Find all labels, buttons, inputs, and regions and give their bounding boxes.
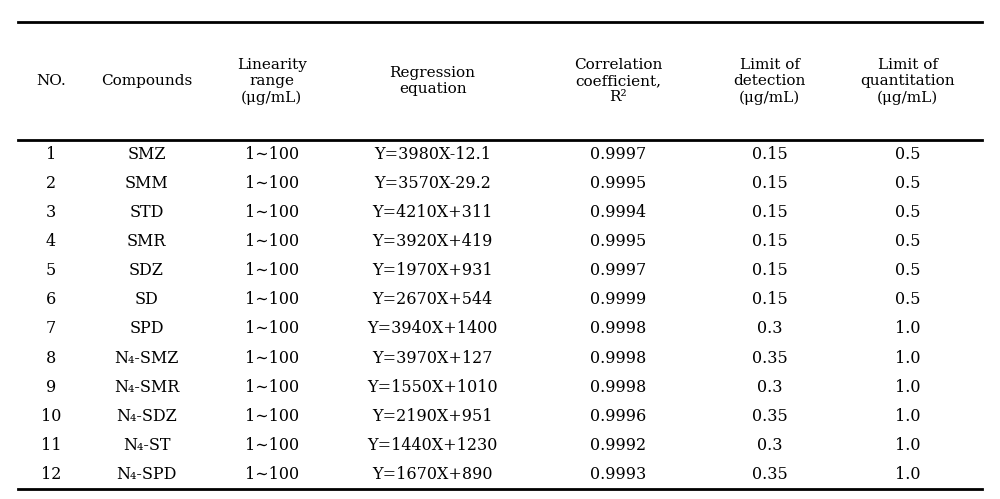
Text: SMR: SMR xyxy=(127,233,166,250)
Text: SPD: SPD xyxy=(129,320,164,337)
Text: 11: 11 xyxy=(41,437,61,454)
Text: Regression
equation: Regression equation xyxy=(390,66,476,96)
Text: 0.15: 0.15 xyxy=(752,204,788,221)
Text: N₄-ST: N₄-ST xyxy=(123,437,170,454)
Text: 1∼100: 1∼100 xyxy=(245,204,299,221)
Text: 0.9996: 0.9996 xyxy=(590,408,647,425)
Text: 0.9998: 0.9998 xyxy=(590,349,647,367)
Text: 1∼100: 1∼100 xyxy=(245,262,299,279)
Text: 0.5: 0.5 xyxy=(895,175,920,192)
Text: Y=4210X+311: Y=4210X+311 xyxy=(372,204,493,221)
Text: Limit of
detection
(μg/mL): Limit of detection (μg/mL) xyxy=(733,58,806,104)
Text: 1.0: 1.0 xyxy=(895,379,920,396)
Text: 0.5: 0.5 xyxy=(895,146,920,163)
Text: Y=3920X+419: Y=3920X+419 xyxy=(372,233,493,250)
Text: 10: 10 xyxy=(41,408,61,425)
Text: 1.0: 1.0 xyxy=(895,466,920,483)
Text: 0.9999: 0.9999 xyxy=(590,291,647,308)
Text: 5: 5 xyxy=(46,262,56,279)
Text: 0.15: 0.15 xyxy=(752,262,788,279)
Text: 1∼100: 1∼100 xyxy=(245,437,299,454)
Text: 9: 9 xyxy=(46,379,56,396)
Text: N₄-SMR: N₄-SMR xyxy=(114,379,179,396)
Text: Y=1670X+890: Y=1670X+890 xyxy=(372,466,493,483)
Text: Correlation
coefficient,
R²: Correlation coefficient, R² xyxy=(574,58,663,104)
Text: SDZ: SDZ xyxy=(129,262,164,279)
Text: 8: 8 xyxy=(46,349,56,367)
Text: 0.9997: 0.9997 xyxy=(590,262,647,279)
Text: Y=2670X+544: Y=2670X+544 xyxy=(372,291,493,308)
Text: Y=1550X+1010: Y=1550X+1010 xyxy=(367,379,498,396)
Text: 0.9995: 0.9995 xyxy=(590,233,647,250)
Text: 1∼100: 1∼100 xyxy=(245,379,299,396)
Text: 1∼100: 1∼100 xyxy=(245,349,299,367)
Text: 1: 1 xyxy=(46,146,56,163)
Text: 0.9992: 0.9992 xyxy=(590,437,646,454)
Text: 0.9998: 0.9998 xyxy=(590,320,647,337)
Text: 1∼100: 1∼100 xyxy=(245,146,299,163)
Text: 0.3: 0.3 xyxy=(757,437,782,454)
Text: SD: SD xyxy=(135,291,158,308)
Text: 0.5: 0.5 xyxy=(895,291,920,308)
Text: 1∼100: 1∼100 xyxy=(245,466,299,483)
Text: Compounds: Compounds xyxy=(101,74,192,88)
Text: SMZ: SMZ xyxy=(127,146,166,163)
Text: 0.5: 0.5 xyxy=(895,233,920,250)
Text: Y=1440X+1230: Y=1440X+1230 xyxy=(367,437,498,454)
Text: Y=3570X-29.2: Y=3570X-29.2 xyxy=(374,175,491,192)
Text: 1∼100: 1∼100 xyxy=(245,320,299,337)
Text: 4: 4 xyxy=(46,233,56,250)
Text: 2: 2 xyxy=(46,175,56,192)
Text: 1.0: 1.0 xyxy=(895,349,920,367)
Text: STD: STD xyxy=(129,204,164,221)
Text: 0.3: 0.3 xyxy=(757,379,782,396)
Text: 0.9994: 0.9994 xyxy=(590,204,646,221)
Text: 0.15: 0.15 xyxy=(752,175,788,192)
Text: 1.0: 1.0 xyxy=(895,408,920,425)
Text: N₄-SDZ: N₄-SDZ xyxy=(116,408,177,425)
Text: 0.9997: 0.9997 xyxy=(590,146,647,163)
Text: Y=3940X+1400: Y=3940X+1400 xyxy=(367,320,498,337)
Text: SMM: SMM xyxy=(125,175,168,192)
Text: 0.15: 0.15 xyxy=(752,291,788,308)
Text: 7: 7 xyxy=(46,320,56,337)
Text: 1.0: 1.0 xyxy=(895,437,920,454)
Text: 0.5: 0.5 xyxy=(895,204,920,221)
Text: 0.35: 0.35 xyxy=(752,466,788,483)
Text: 6: 6 xyxy=(46,291,56,308)
Text: N₄-SPD: N₄-SPD xyxy=(116,466,177,483)
Text: 1∼100: 1∼100 xyxy=(245,233,299,250)
Text: N₄-SMZ: N₄-SMZ xyxy=(114,349,179,367)
Text: 1∼100: 1∼100 xyxy=(245,291,299,308)
Text: 0.35: 0.35 xyxy=(752,349,788,367)
Text: 0.5: 0.5 xyxy=(895,262,920,279)
Text: 0.3: 0.3 xyxy=(757,320,782,337)
Text: 1∼100: 1∼100 xyxy=(245,175,299,192)
Text: 1.0: 1.0 xyxy=(895,320,920,337)
Text: NO.: NO. xyxy=(36,74,66,88)
Text: Y=3980X-12.1: Y=3980X-12.1 xyxy=(374,146,491,163)
Text: Y=3970X+127: Y=3970X+127 xyxy=(372,349,493,367)
Text: Y=1970X+931: Y=1970X+931 xyxy=(372,262,493,279)
Text: 0.9998: 0.9998 xyxy=(590,379,647,396)
Text: 0.9995: 0.9995 xyxy=(590,175,647,192)
Text: Limit of
quantitation
(μg/mL): Limit of quantitation (μg/mL) xyxy=(860,58,955,104)
Text: 1∼100: 1∼100 xyxy=(245,408,299,425)
Text: Y=2190X+951: Y=2190X+951 xyxy=(372,408,493,425)
Text: 3: 3 xyxy=(46,204,56,221)
Text: 0.9993: 0.9993 xyxy=(590,466,647,483)
Text: 12: 12 xyxy=(41,466,61,483)
Text: 0.35: 0.35 xyxy=(752,408,788,425)
Text: Linearity
range
(μg/mL): Linearity range (μg/mL) xyxy=(237,58,307,104)
Text: 0.15: 0.15 xyxy=(752,233,788,250)
Text: 0.15: 0.15 xyxy=(752,146,788,163)
